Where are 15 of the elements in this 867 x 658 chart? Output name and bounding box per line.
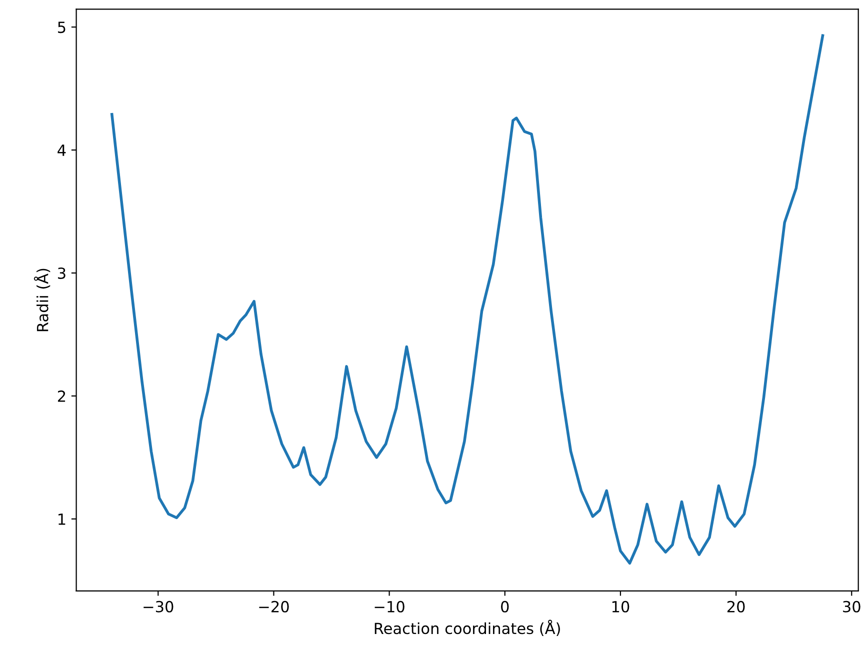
line-series — [110, 34, 824, 565]
y-tick-label: 5 — [58, 22, 66, 34]
y-tick-label: 4 — [58, 144, 66, 156]
x-axis-title: Reaction coordinates (Å) — [374, 620, 560, 636]
y-tick-label: 1 — [58, 514, 66, 525]
x-tick-label: 30 — [843, 600, 860, 612]
x-tick-label: −30 — [144, 600, 174, 612]
y-tick-label: 3 — [58, 267, 66, 280]
y-axis-title: Radii (Å) — [34, 268, 50, 332]
x-tick-label: −20 — [259, 600, 289, 612]
x-tick-label: −10 — [374, 600, 404, 612]
x-tick-label: 10 — [612, 600, 630, 612]
x-tick-label: 20 — [727, 600, 745, 612]
x-tick-label: 0 — [501, 600, 509, 612]
y-tick-label: 2 — [58, 390, 66, 402]
